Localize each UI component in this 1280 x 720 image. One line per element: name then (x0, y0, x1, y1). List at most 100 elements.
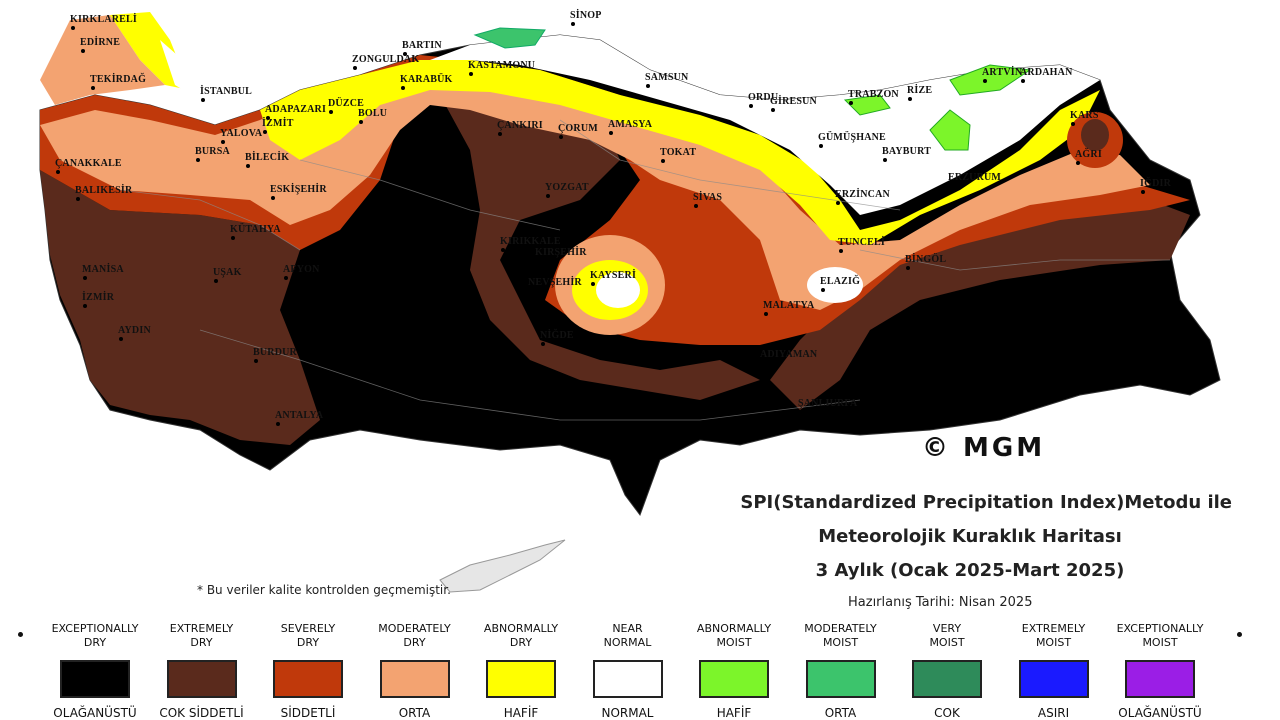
city-label: GİRESUN (770, 95, 818, 107)
city-dot (353, 66, 357, 70)
city-dot (246, 164, 250, 168)
city-dot (359, 120, 363, 124)
city-label: ARDAHAN (1020, 67, 1073, 78)
legend-bullet-right (1237, 632, 1242, 637)
legend-item: VERY MOIST COK (887, 622, 1007, 720)
city-label: BAYBURT (882, 146, 931, 157)
city-label: KIRŞEHİR (535, 246, 587, 258)
city-dot (559, 135, 563, 139)
city-dot (771, 108, 775, 112)
city-dot (221, 140, 225, 144)
city-label: BURDUR (253, 347, 298, 358)
city-dot (694, 204, 698, 208)
legend-label-en: VERY MOIST (929, 622, 965, 649)
legend-label-tr: ASIRI (1037, 706, 1070, 720)
city-dot (609, 131, 613, 135)
legend-swatch (379, 660, 450, 698)
city-label: IĞDIR (1140, 176, 1172, 189)
legend-label-en: SEVERELY DRY (280, 622, 336, 649)
region-abnormally-moist-artvin (949, 64, 1032, 96)
city-label: ZONGULDAK (352, 54, 419, 65)
city-label: İZMİT (262, 117, 294, 129)
legend-item: ABNORMALLY DRY HAFİF (461, 622, 581, 720)
city-dot (849, 101, 853, 105)
city-label: SİVAS (693, 191, 722, 203)
city-label: ÇANKIRI (497, 120, 543, 131)
region-near-normal-north (430, 35, 1100, 215)
legend-swatch (486, 660, 556, 698)
legend-item: EXTREMELY MOIST ASIRI (994, 622, 1114, 720)
legend-item: EXCEPTIONALLY MOIST OLAĞANÜSTÜ (1100, 622, 1220, 720)
preparation-date: Hazırlanış Tarihi: Nisan 2025 (848, 595, 1033, 610)
city-label: ADIYAMAN (760, 349, 818, 360)
region-moist-sinop (473, 27, 546, 49)
city-dot (76, 197, 80, 201)
city-dot (266, 116, 270, 120)
city-label: ELAZIĞ (820, 274, 860, 287)
legend-item: MODERATELY MOIST ORTA (781, 622, 901, 720)
city-label: AMASYA (608, 119, 653, 130)
city-label: ESKİŞEHİR (270, 183, 327, 195)
city-label: KÜTAHYA (230, 222, 281, 235)
legend-label-tr: HAFİF (716, 706, 752, 720)
city-label: BİNGÖL (905, 252, 946, 265)
city-label: İSTANBUL (200, 85, 252, 97)
city-dot (983, 79, 987, 83)
city-dot (254, 359, 258, 363)
region-abnormally-moist-trabzon (843, 94, 891, 116)
city-dot (231, 236, 235, 240)
city-dot (819, 144, 823, 148)
legend-label-en: MODERATELY DRY (378, 622, 451, 649)
city-label: TEKİRDAĞ (90, 72, 146, 85)
region-thrace-moderate (40, 15, 165, 105)
title-line-3: 3 Aylık (Ocak 2025-Mart 2025) (815, 560, 1125, 581)
city-label: MALATYA (763, 300, 815, 311)
city-dot (529, 289, 533, 293)
city-dot (401, 86, 405, 90)
city-label: GÜMÜŞHANE (818, 130, 886, 143)
city-label: ARTVİN (982, 66, 1023, 78)
city-label: KASTAMONU (468, 60, 535, 71)
city-label: İZMİR (82, 291, 115, 303)
city-dot (1021, 79, 1025, 83)
city-label: ÇANAKKALE (55, 158, 122, 169)
legend-label-en: NEAR NORMAL (603, 622, 652, 649)
city-label: EDİRNE (80, 36, 120, 48)
city-dot (906, 266, 910, 270)
region-kars-extreme (1081, 119, 1109, 151)
city-label: ANTALYA (275, 410, 324, 421)
legend-label-en: EXTREMELY DRY (169, 622, 234, 649)
city-label: ÇORUM (558, 123, 598, 134)
city-label: UŞAK (213, 267, 242, 278)
city-label: TRABZON (848, 89, 899, 100)
legend-label-en: MODERATELY MOIST (804, 622, 877, 649)
city-dot (83, 276, 87, 280)
city-label: YOZGAT (545, 182, 589, 193)
city-label: AYDIN (118, 325, 151, 336)
city-label: KARABÜK (400, 72, 453, 85)
region-elazig-normal (807, 267, 863, 303)
region-abnormally-dry-thrace (110, 12, 190, 90)
legend-label-tr: HAFİF (503, 706, 539, 720)
city-dot (196, 158, 200, 162)
legend-swatch (60, 660, 130, 698)
city-dot (761, 361, 765, 365)
city-label: ORDU (748, 92, 778, 103)
city-label: KIRKLARELİ (70, 13, 137, 25)
legend-label-tr: COK (934, 706, 960, 720)
city-dot (908, 97, 912, 101)
copyright-mgm: © MGM (922, 433, 1046, 463)
legend-label-tr: ORTA (824, 706, 857, 720)
city-label: BARTIN (402, 40, 442, 51)
city-label: MANİSA (82, 263, 124, 275)
city-dot (498, 132, 502, 136)
legend-swatch (699, 660, 769, 698)
city-dot (541, 342, 545, 346)
legend-item: ABNORMALLY MOIST HAFİF (674, 622, 794, 720)
title-line-2: Meteorolojik Kuraklık Haritası (818, 526, 1122, 547)
legend-bullet-left (18, 632, 23, 637)
drought-map: KIRKLARELİ EDİRNE TEKİRDAĞ İSTANBUL YALOVA ÇA… (39, 9, 1221, 593)
city-dot (839, 249, 843, 253)
city-label: BALIKESİR (75, 184, 133, 196)
city-dot (949, 184, 953, 188)
